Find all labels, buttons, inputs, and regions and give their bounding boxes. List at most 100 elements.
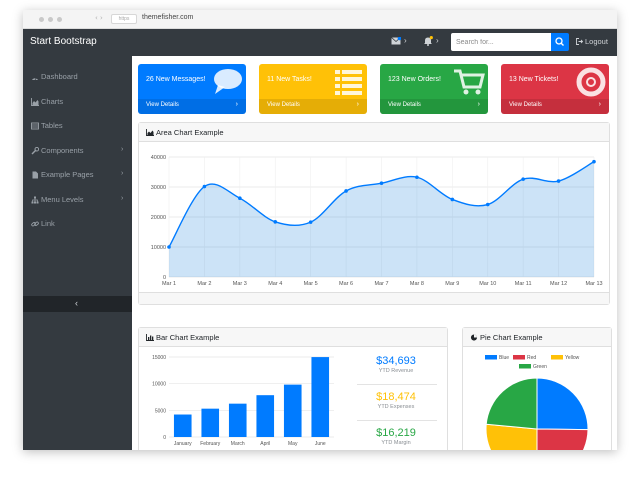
pie-chart-card: Pie Chart Example Blue Red Yellow Green [462,327,612,450]
submenu-chevron-icon: › [121,170,124,177]
navbar-brand[interactable]: Start Bootstrap [30,36,97,47]
ytd-stat-label: YTD Expenses [377,404,415,410]
legend-label: Yellow [565,355,580,361]
y-tick-label: 10000 [151,245,166,251]
browser-nav-arrows-icon[interactable]: ‹ › [95,14,103,22]
y-tick-label: 15000 [152,355,166,361]
x-tick-label: Mar 12 [550,281,567,287]
legend-swatch [513,355,525,360]
view-details-label: View Details [509,102,542,108]
address-bar[interactable]: themefisher.com [142,14,194,21]
link-icon [31,221,39,227]
sidebar-toggle-button[interactable]: ‹ [23,296,132,312]
pie-chart: Blue Red Yellow Green [485,355,589,450]
top-navbar: Start Bootstrap › › Logout [23,29,617,56]
data-point [556,179,561,183]
x-tick-label: Mar 11 [515,281,532,287]
logout-link[interactable]: Logout [576,37,608,46]
table-icon [31,122,39,130]
x-tick-label: April [260,441,270,447]
sidebar: Dashboard Charts Tables Components › Example … [23,56,132,450]
view-details-link[interactable]: View Details › [380,99,488,114]
y-tick-label: 20000 [151,215,166,221]
window-dot-minimize[interactable] [48,17,53,22]
x-tick-label: Mar 3 [233,281,247,287]
window-dot-close[interactable] [39,17,44,22]
view-details-label: View Details [267,102,300,108]
sitemap-icon [31,196,39,203]
area-card-footer [139,292,609,304]
x-tick-label: Mar 6 [339,281,353,287]
y-tick-label: 10000 [152,382,166,388]
view-details-link[interactable]: View Details › [138,99,246,114]
stat-card-life-ring: 13 New Tickets! View Details › [501,64,609,114]
sidebar-item-tables[interactable]: Tables [23,116,132,138]
messages-dropdown-chevron-icon[interactable]: › [404,36,407,45]
logout-label: Logout [585,37,608,46]
sidebar-item-label: Tables [41,121,63,130]
sidebar-item-example-pages[interactable]: Example Pages › [23,165,132,187]
sidebar-item-dashboard[interactable]: Dashboard [23,67,132,89]
view-details-label: View Details [146,102,179,108]
x-tick-label: March [231,441,245,447]
sidebar-item-menu-levels[interactable]: Menu Levels › [23,190,132,212]
stat-card-comment: 26 New Messages! View Details › [138,64,246,114]
x-tick-label: Mar 8 [410,281,424,287]
x-tick-label: May [288,441,298,447]
x-tick-label: Mar 5 [304,281,318,287]
bar [201,408,220,437]
list-icon [335,70,362,95]
bar-chart: 0 5000 10000 15000 January February March April… [152,355,334,447]
bar-card-title: Bar Chart Example [156,333,220,342]
x-tick-label: Mar 1 [162,281,176,287]
ytd-stats: $34,693 YTD Revenue $18,474 YTD Expenses $16… [353,349,443,450]
alerts-dropdown-chevron-icon[interactable]: › [436,36,439,45]
sidebar-item-charts[interactable]: Charts [23,92,132,114]
ytd-stat-ytd-margin: $16,219 YTD Margin [353,427,439,446]
x-tick-label: February [200,441,221,447]
x-tick-label: January [174,441,192,447]
ytd-stat-ytd-expenses: $18,474 YTD Expenses [353,391,439,410]
search-input[interactable] [451,33,551,51]
legend-swatch [551,355,563,360]
y-tick-label: 5000 [155,408,166,414]
bar [173,414,192,437]
x-tick-label: Mar 10 [479,281,496,287]
y-tick-label: 0 [163,435,166,441]
bar [228,403,247,437]
data-point [273,220,278,224]
pie-card-title: Pie Chart Example [480,333,543,342]
sidebar-item-components[interactable]: Components › [23,141,132,163]
browser-chrome: ‹ › https themefisher.com [23,10,617,29]
chevron-right-icon: › [235,101,238,108]
comment-icon [214,69,242,94]
cart-icon [454,69,485,95]
area-chart-icon [31,97,39,106]
view-details-link[interactable]: View Details › [501,99,609,114]
chevron-right-icon: › [598,101,601,108]
window-dot-maximize[interactable] [57,17,62,22]
stat-card-title: 123 New Orders! [388,76,441,83]
chevron-right-icon: › [477,101,480,108]
y-tick-label: 0 [163,275,166,281]
main-content: 26 New Messages! View Details › 11 New Task… [132,56,617,450]
sidebar-item-link[interactable]: Link [23,214,132,236]
area-chart-icon [146,129,154,136]
legend-label: Red [527,355,536,361]
legend-swatch [519,364,531,369]
x-tick-label: Mar 7 [374,281,388,287]
search-button[interactable] [551,33,569,51]
stat-card-title: 11 New Tasks! [267,76,312,83]
view-details-link[interactable]: View Details › [259,99,367,114]
file-icon [32,171,38,179]
life-ring-icon [576,67,606,97]
envelope-icon[interactable] [391,37,401,45]
bar [256,395,275,437]
legend-swatch [485,355,497,360]
bell-icon[interactable] [423,36,433,46]
x-tick-label: Mar 4 [268,281,282,287]
data-point [379,181,384,185]
ytd-stat-value: $34,693 [376,355,416,367]
ytd-stat-ytd-revenue: $34,693 YTD Revenue [353,355,439,374]
